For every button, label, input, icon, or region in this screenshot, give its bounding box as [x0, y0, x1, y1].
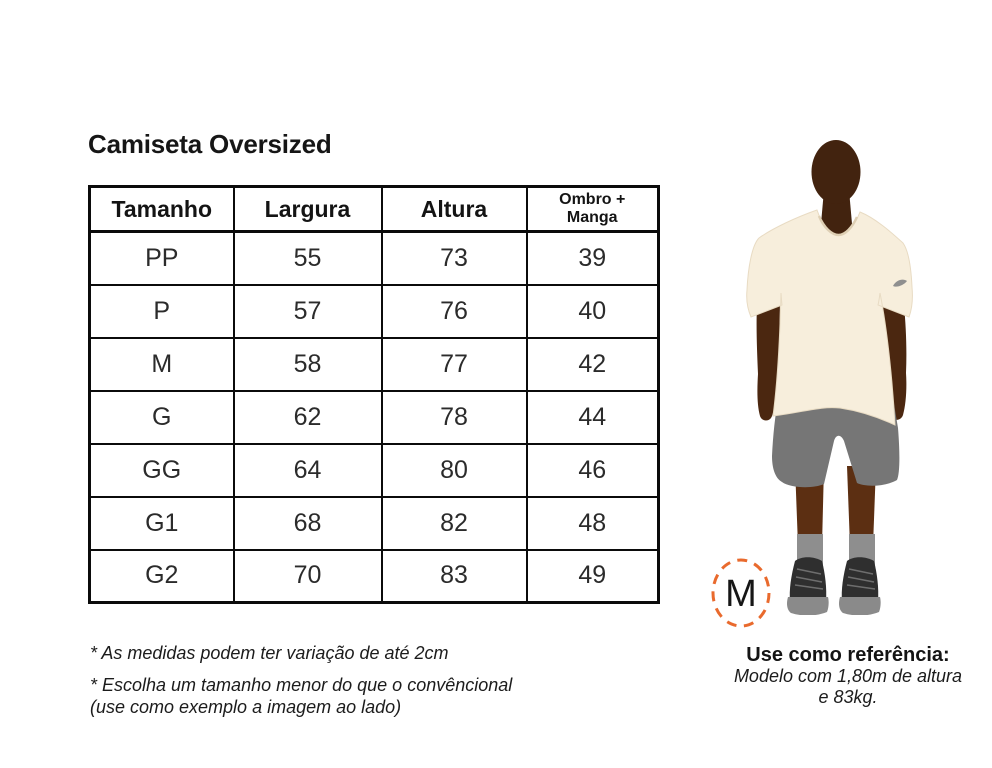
header-row: Tamanho Largura Altura Ombro + Manga — [88, 185, 660, 233]
size-cell: G — [88, 389, 235, 445]
size-cell: 68 — [232, 495, 383, 551]
note-2-line-1: * Escolha um tamanho menor do que o conv… — [90, 675, 513, 695]
model-reference-caption: Use como referência: Modelo com 1,80m de… — [728, 644, 968, 708]
sleeve-logo — [893, 279, 907, 287]
size-row-g2: G2 70 83 49 — [88, 548, 660, 604]
size-badge: M — [708, 556, 774, 630]
size-cell: 46 — [525, 442, 660, 498]
badge-letter: M — [725, 573, 757, 615]
size-cell: P — [88, 283, 235, 339]
page-title: Camiseta Oversized — [88, 129, 332, 160]
model-shorts — [772, 396, 900, 488]
size-row-m: M 58 77 42 — [88, 336, 660, 392]
col-header-ombro-manga: Ombro + Manga — [525, 185, 660, 233]
size-cell: G1 — [88, 495, 235, 551]
size-cell: 76 — [380, 283, 528, 339]
size-row-g: G 62 78 44 — [88, 389, 660, 445]
model-left-arm — [756, 300, 780, 421]
shoe-laces — [794, 568, 876, 590]
caption-line-2: e 83kg. — [818, 687, 878, 707]
caption-line-1: Modelo com 1,80m de altura — [733, 666, 963, 686]
size-cell: 55 — [232, 230, 383, 286]
size-cell: GG — [88, 442, 235, 498]
size-row-pp: PP 55 73 39 — [88, 230, 660, 286]
size-cell: 49 — [525, 548, 660, 604]
size-cell: 82 — [380, 495, 528, 551]
size-cell: M — [88, 336, 235, 392]
tshirt-collar-line — [817, 215, 859, 237]
size-row-g1: G1 68 82 48 — [88, 495, 660, 551]
model-silhouette — [746, 140, 913, 616]
size-cell: PP — [88, 230, 235, 286]
col-header-altura: Altura — [380, 185, 528, 233]
note-measure-variation: * As medidas podem ter variação de até 2… — [90, 643, 449, 663]
size-chart-table: Tamanho Largura Altura Ombro + Manga PP 5… — [88, 185, 660, 604]
size-cell: G2 — [88, 548, 235, 604]
size-cell: 73 — [380, 230, 528, 286]
size-cell: 62 — [232, 389, 383, 445]
size-row-gg: GG 64 80 46 — [88, 442, 660, 498]
model-right-sole — [839, 597, 881, 616]
col-header-tamanho: Tamanho — [88, 185, 235, 233]
col-header-ombro-line2: Manga — [566, 209, 618, 226]
model-figure — [745, 138, 915, 616]
size-cell: 80 — [380, 442, 528, 498]
size-cell: 40 — [525, 283, 660, 339]
size-cell: 64 — [232, 442, 383, 498]
model-left-sole — [787, 597, 829, 616]
note-choose-smaller-size: * Escolha um tamanho menor do que o conv… — [90, 674, 512, 718]
size-cell: 83 — [380, 548, 528, 604]
model-right-leg — [847, 466, 876, 546]
col-header-largura: Largura — [232, 185, 383, 233]
model-head — [811, 140, 861, 204]
size-row-p: P 57 76 40 — [88, 283, 660, 339]
badge-dashed-circle — [711, 558, 771, 628]
model-tshirt — [746, 209, 913, 426]
size-cell: 78 — [380, 389, 528, 445]
size-cell: 57 — [232, 283, 383, 339]
size-cell: 58 — [232, 336, 383, 392]
note-2-line-2: (use como exemplo a imagem ao lado) — [90, 697, 402, 717]
col-header-ombro-line1: Ombro + — [559, 190, 626, 208]
caption-title: Use como referência: — [746, 644, 950, 666]
size-cell: 44 — [525, 389, 660, 445]
size-cell: 70 — [232, 548, 383, 604]
size-cell: 48 — [525, 495, 660, 551]
size-cell: 77 — [380, 336, 528, 392]
size-cell: 42 — [525, 336, 660, 392]
size-cell: 39 — [525, 230, 660, 286]
